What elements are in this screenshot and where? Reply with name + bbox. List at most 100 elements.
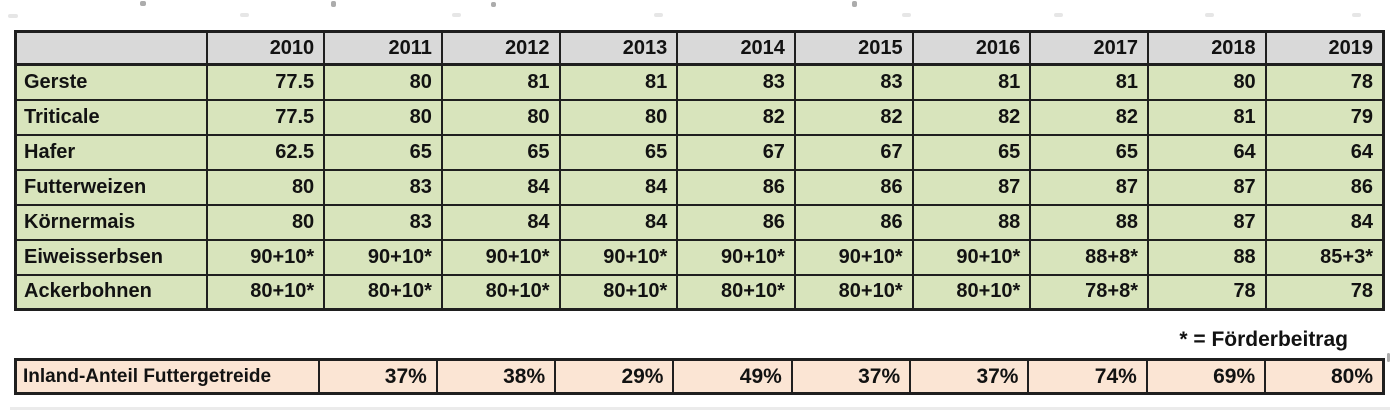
summary-value-cell: 37%	[909, 358, 1030, 395]
value-cell: 84	[440, 203, 561, 241]
table-row: Futterweizen 80 83 84 84 86 86 87 87 87 86	[14, 168, 1385, 206]
value-cell: 78+8*	[1029, 273, 1149, 311]
value-cell: 88	[911, 203, 1032, 241]
value-cell: 62.5	[205, 133, 326, 171]
value-cell: 80	[205, 168, 326, 206]
summary-value-cell: 69%	[1145, 358, 1267, 395]
row-label: Gerste	[14, 63, 208, 101]
value-cell: 64	[1264, 133, 1385, 171]
value-cell: 65	[440, 133, 561, 171]
value-cell: 83	[676, 63, 796, 101]
table-row: Ackerbohnen 80+10* 80+10* 80+10* 80+10* 80+10…	[14, 273, 1385, 311]
row-label: Futterweizen	[14, 168, 208, 206]
cropped-text-artifact	[1054, 13, 1063, 17]
value-cell: 83	[323, 168, 443, 206]
value-cell: 78	[1147, 273, 1267, 311]
value-cell: 86	[676, 168, 796, 206]
year-header-2019: 2019	[1264, 30, 1385, 66]
summary-value-cell: 37%	[790, 358, 912, 395]
value-cell: 82	[911, 98, 1032, 136]
year-header-row: 2010 2011 2012 2013 2014 2015 2016 2017 2018 2019	[14, 30, 1385, 66]
value-cell: 80	[558, 98, 679, 136]
value-cell: 80	[440, 98, 561, 136]
table-row: Hafer 62.5 65 65 65 67 67 65 65 64 64	[14, 133, 1385, 171]
year-header-2016: 2016	[911, 30, 1032, 66]
value-cell: 86	[676, 203, 796, 241]
value-cell: 67	[676, 133, 796, 171]
value-cell: 88+8*	[1029, 238, 1149, 276]
summary-value-cell: 38%	[435, 358, 557, 395]
year-header-2017: 2017	[1029, 30, 1149, 66]
value-cell: 88	[1029, 203, 1149, 241]
value-cell: 88	[1147, 238, 1267, 276]
year-header-2013: 2013	[558, 30, 679, 66]
value-cell: 80+10*	[205, 273, 326, 311]
year-header-2014: 2014	[676, 30, 796, 66]
value-cell: 80	[205, 203, 326, 241]
summary-value-cell: 80%	[1264, 358, 1385, 395]
value-cell: 67	[793, 133, 914, 171]
value-cell: 80+10*	[911, 273, 1032, 311]
corner-cell	[14, 30, 208, 66]
value-cell: 81	[440, 63, 561, 101]
value-cell: 86	[793, 168, 914, 206]
table-row: Gerste 77.5 80 81 81 83 83 81 81 80 78	[14, 63, 1385, 101]
cropped-text-artifact	[1352, 13, 1361, 17]
cropped-text-artifact	[331, 1, 336, 7]
value-cell: 87	[1147, 168, 1267, 206]
value-cell: 90+10*	[793, 238, 914, 276]
value-cell: 81	[558, 63, 679, 101]
table-row: Eiweisserbsen 90+10* 90+10* 90+10* 90+10* 90+…	[14, 238, 1385, 276]
value-cell: 80+10*	[793, 273, 914, 311]
value-cell: 80+10*	[323, 273, 443, 311]
value-cell: 80+10*	[440, 273, 561, 311]
summary-label: Inland-Anteil Futtergetreide	[14, 358, 320, 395]
value-cell: 90+10*	[911, 238, 1032, 276]
value-cell: 90+10*	[205, 238, 326, 276]
value-cell: 81	[911, 63, 1032, 101]
year-header-2015: 2015	[793, 30, 914, 66]
value-cell: 84	[558, 203, 679, 241]
year-header-2010: 2010	[205, 30, 326, 66]
value-cell: 90+10*	[323, 238, 443, 276]
value-cell: 65	[323, 133, 443, 171]
grain-table-body: Gerste 77.5 80 81 81 83 83 81 81 80 78 Triticale 77.…	[14, 63, 1385, 311]
row-label: Ackerbohnen	[14, 273, 208, 311]
row-label: Hafer	[14, 133, 208, 171]
value-cell: 81	[1029, 63, 1149, 101]
value-cell: 65	[911, 133, 1032, 171]
value-cell: 80+10*	[676, 273, 796, 311]
value-cell: 87	[1029, 168, 1149, 206]
value-cell: 84	[558, 168, 679, 206]
year-header-2018: 2018	[1147, 30, 1267, 66]
value-cell: 65	[558, 133, 679, 171]
cropped-text-artifact	[452, 13, 461, 17]
value-cell: 86	[793, 203, 914, 241]
year-header-2012: 2012	[440, 30, 561, 66]
cropped-text-artifact	[852, 1, 857, 7]
value-cell: 84	[440, 168, 561, 206]
value-cell: 87	[911, 168, 1032, 206]
value-cell: 64	[1147, 133, 1267, 171]
value-cell: 87	[1147, 203, 1267, 241]
value-cell: 80	[1147, 63, 1267, 101]
value-cell: 78	[1264, 273, 1385, 311]
value-cell: 81	[1147, 98, 1267, 136]
cropped-text-artifact	[140, 1, 146, 6]
summary-table: Inland-Anteil Futtergetreide 37% 38% 29% 49…	[14, 358, 1385, 395]
value-cell: 65	[1029, 133, 1149, 171]
cropped-text-artifact	[8, 14, 18, 18]
value-cell: 83	[323, 203, 443, 241]
summary-value-cell: 29%	[554, 358, 675, 395]
value-cell: 84	[1264, 203, 1385, 241]
value-cell: 90+10*	[440, 238, 561, 276]
value-cell: 90+10*	[676, 238, 796, 276]
summary-value-cell: 49%	[672, 358, 793, 395]
year-header-2011: 2011	[323, 30, 443, 66]
footnote: * = Förderbeitrag	[1179, 328, 1348, 351]
value-cell: 80+10*	[558, 273, 679, 311]
summary-value-cell: 74%	[1027, 358, 1148, 395]
value-cell: 90+10*	[558, 238, 679, 276]
value-cell: 80	[323, 63, 443, 101]
